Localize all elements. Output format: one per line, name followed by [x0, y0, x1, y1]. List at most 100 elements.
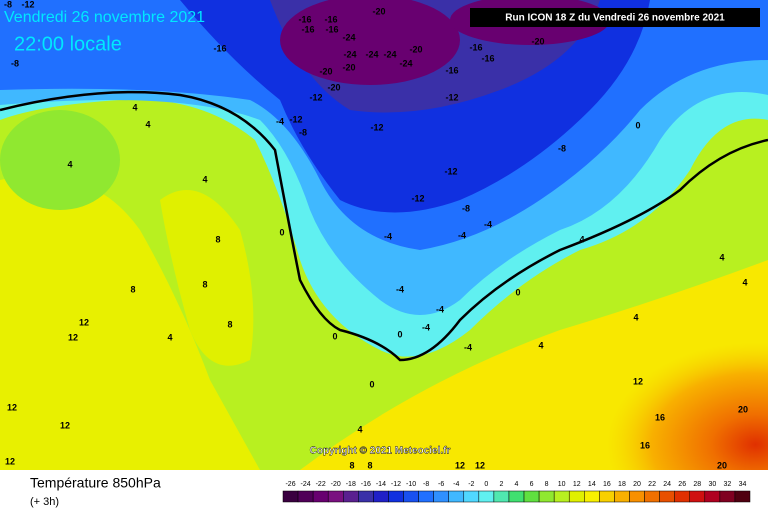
contour-label: -8 — [4, 0, 12, 9]
scale-label: -6 — [438, 481, 444, 488]
contour-label: 8 — [215, 234, 220, 244]
scale-label: -12 — [391, 481, 401, 488]
scale-swatch — [734, 490, 751, 503]
scale-label: -16 — [361, 481, 371, 488]
contour-label: -4 — [384, 231, 392, 241]
contour-label: -24 — [365, 49, 378, 59]
scale-swatch — [659, 490, 675, 503]
scale-swatch — [388, 490, 404, 503]
footer-title: Température 850hPa — [30, 475, 161, 491]
contour-label: -16 — [298, 14, 311, 24]
scale-label: 14 — [588, 481, 596, 488]
scale-label: 16 — [603, 481, 611, 488]
scale-label: 18 — [618, 481, 626, 488]
contour-label: 0 — [397, 329, 402, 339]
scale-label: 30 — [708, 481, 716, 488]
contour-label: 12 — [79, 317, 89, 327]
scale-swatch — [689, 490, 706, 503]
scale-swatch — [418, 490, 434, 503]
contour-label: -4 — [422, 322, 430, 332]
scale-swatch — [358, 490, 374, 503]
contour-label: -24 — [343, 49, 356, 59]
contour-label: -8 — [462, 203, 470, 213]
contour-label: -8 — [558, 143, 566, 153]
scale-swatch — [493, 490, 510, 503]
contour-label: -12 — [411, 193, 424, 203]
contour-label: 12 — [7, 402, 17, 412]
contour-label: -16 — [325, 24, 338, 34]
contour-label: -4 — [276, 116, 284, 126]
scale-swatch — [538, 490, 555, 503]
contour-label: -12 — [309, 92, 322, 102]
scale-label: 4 — [515, 481, 519, 488]
scale-label: 0 — [484, 481, 488, 488]
contour-label: -4 — [436, 304, 444, 314]
scale-swatch — [553, 490, 570, 503]
scale-label: -26 — [285, 481, 295, 488]
contour-label: -24 — [383, 49, 396, 59]
contour-label: -24 — [342, 32, 355, 42]
contour-label: -16 — [469, 42, 482, 52]
contour-label: -24 — [399, 58, 412, 68]
contour-label: 8 — [367, 460, 372, 470]
map-field — [0, 0, 768, 471]
contour-label: -16 — [324, 14, 337, 24]
scale-label: 24 — [663, 481, 671, 488]
contour-label: 8 — [130, 284, 135, 294]
contour-label: -4 — [464, 342, 472, 352]
footer-lead: (+ 3h) — [30, 496, 59, 508]
scale-swatch — [448, 490, 465, 503]
contour-label: 4 — [132, 102, 137, 112]
scale-label: 10 — [558, 481, 566, 488]
contour-label: -8 — [11, 58, 19, 68]
scale-swatch — [674, 490, 690, 503]
scale-swatch — [312, 490, 329, 503]
contour-label: -20 — [531, 36, 544, 46]
contour-label: 4 — [633, 312, 638, 322]
contour-label: 4 — [202, 174, 207, 184]
scale-label: -20 — [331, 481, 341, 488]
contour-label: -16 — [301, 24, 314, 34]
contour-label: 12 — [60, 420, 70, 430]
contour-label: -12 — [370, 122, 383, 132]
contour-label: 4 — [145, 119, 150, 129]
contour-label: -16 — [445, 65, 458, 75]
scale-label: 34 — [739, 481, 747, 488]
contour-label: 0 — [332, 331, 337, 341]
scale-swatch — [644, 490, 660, 503]
scale-label: 26 — [678, 481, 686, 488]
contour-label: 4 — [719, 252, 724, 262]
contour-label: 0 — [279, 227, 284, 237]
scale-label: 6 — [530, 481, 534, 488]
scale-swatch — [282, 490, 299, 503]
scale-swatch — [719, 490, 736, 503]
contour-label: 4 — [742, 277, 747, 287]
scale-label: -24 — [301, 481, 311, 488]
contour-label: 4 — [67, 159, 72, 169]
contour-label: 8 — [227, 319, 232, 329]
contour-label: 0 — [635, 120, 640, 130]
contour-label: -12 — [444, 166, 457, 176]
contour-label: 4 — [538, 340, 543, 350]
contour-label: -20 — [342, 62, 355, 72]
scale-label: 20 — [633, 481, 641, 488]
scale-label: 28 — [693, 481, 701, 488]
scale-swatch — [523, 490, 540, 503]
scale-swatch — [584, 490, 600, 503]
scale-label: 8 — [545, 481, 549, 488]
contour-label: -8 — [299, 127, 307, 137]
run: Run ICON 18 Z du Vendredi 26 novembre 20… — [505, 13, 725, 24]
contour-label: 0 — [369, 379, 374, 389]
contour-label: 20 — [717, 460, 727, 470]
scale-label: 12 — [573, 481, 581, 488]
contour-label: 4 — [357, 424, 362, 434]
copyright: Copyright © 2021 Meteociel.fr — [310, 446, 451, 457]
scale-label: -2 — [468, 481, 474, 488]
contour-label: 16 — [640, 440, 650, 450]
time: 22:00 locale — [14, 33, 122, 55]
scale-swatch — [478, 490, 495, 503]
contour-label: -12 — [289, 114, 302, 124]
scale-swatch — [508, 490, 525, 503]
contour-labels: -8 -12-16 -16-20-16 -16-24-16-8-24 -20-24 -24… — [4, 0, 748, 470]
